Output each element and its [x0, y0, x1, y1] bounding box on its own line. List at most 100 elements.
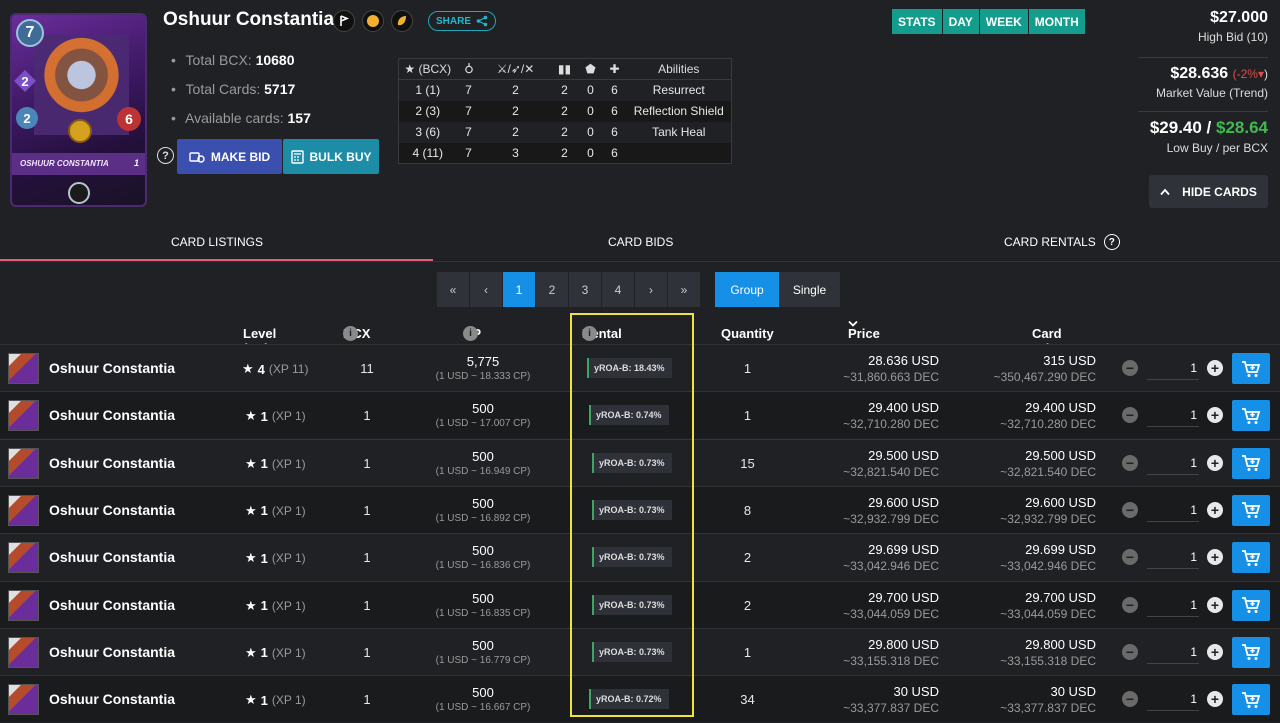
- table-row[interactable]: Oshuur Constantia ★ 1 (XP 1) 1 500 (1 USD ~ 16…: [0, 580, 1280, 628]
- tab-day[interactable]: DAY: [942, 9, 979, 34]
- decrease-quantity-button[interactable]: −: [1122, 454, 1138, 471]
- table-row[interactable]: Oshuur Constantia ★ 1 (XP 1) 1 500 (1 USD ~ 16…: [0, 438, 1280, 486]
- listing-cp-value: 500: [472, 495, 494, 511]
- page-next-button[interactable]: ›: [635, 272, 667, 307]
- share-button[interactable]: SHARE: [428, 11, 496, 31]
- attack-stat: 2: [14, 70, 36, 92]
- available-cards: Available cards: 157: [171, 110, 311, 126]
- table-row[interactable]: Oshuur Constantia ★ 1 (XP 1) 1 500 (1 USD ~ 16…: [0, 533, 1280, 581]
- stats-header-bcx: ★ (BCX): [398, 58, 457, 80]
- low-buy-block: $29.40 / $28.64 Low Buy / per BCX: [1150, 118, 1268, 155]
- bulk-buy-label: BULK BUY: [309, 149, 372, 164]
- add-to-cart-button[interactable]: [1232, 684, 1270, 716]
- page-prev-button[interactable]: ‹: [470, 272, 502, 307]
- add-to-cart-button[interactable]: [1232, 542, 1270, 574]
- add-to-cart-button[interactable]: [1232, 447, 1270, 479]
- table-row[interactable]: Oshuur Constantia ★ 1 (XP 1) 1 500 (1 USD ~ 17…: [0, 391, 1280, 439]
- edition-emblem-icon: [68, 182, 90, 204]
- tab-card-rentals[interactable]: CARD RENTALS ?: [1004, 222, 1120, 262]
- card-thumbnail[interactable]: [8, 589, 39, 621]
- buy-quantity-input[interactable]: 1: [1147, 689, 1199, 712]
- buy-quantity-input[interactable]: 1: [1147, 358, 1199, 380]
- increase-quantity-button[interactable]: +: [1207, 549, 1223, 566]
- card-image[interactable]: 7 2 2 6 OSHUUR CONSTANTIA 1: [10, 13, 147, 207]
- add-to-cart-button[interactable]: [1232, 353, 1270, 384]
- tab-week[interactable]: WEEK: [979, 9, 1028, 34]
- tab-card-listings[interactable]: CARD LISTINGS: [171, 222, 263, 262]
- increase-quantity-button[interactable]: +: [1207, 360, 1223, 376]
- stats-header-attack: ⚔/➶/✕: [480, 58, 551, 80]
- table-row[interactable]: Oshuur Constantia ★ 1 (XP 1) 1 500 (1 USD ~ 16…: [0, 627, 1280, 675]
- card-thumbnail[interactable]: [8, 494, 39, 526]
- increase-quantity-button[interactable]: +: [1207, 596, 1223, 613]
- buy-quantity-input[interactable]: 1: [1147, 405, 1199, 428]
- increase-quantity-button[interactable]: +: [1207, 691, 1223, 708]
- buy-quantity-input[interactable]: 1: [1147, 595, 1199, 617]
- buy-quantity-input[interactable]: 1: [1147, 500, 1199, 522]
- listing-card-name[interactable]: Oshuur Constantia: [49, 643, 176, 660]
- listing-quantity: 1: [743, 644, 752, 660]
- listing-cp: 500 (1 USD ~ 16.667 CP): [413, 685, 553, 713]
- page-3-button[interactable]: 3: [569, 272, 601, 307]
- decrease-quantity-button[interactable]: −: [1122, 596, 1138, 613]
- card-thumbnail[interactable]: [8, 353, 39, 384]
- page-last-button[interactable]: »: [668, 272, 700, 307]
- add-to-cart-button[interactable]: [1232, 589, 1270, 621]
- add-to-cart-button[interactable]: [1232, 494, 1270, 526]
- help-icon[interactable]: ?: [1103, 234, 1120, 250]
- ability-cell[interactable]: Tank Heal: [626, 121, 732, 143]
- listing-card-name[interactable]: Oshuur Constantia: [49, 691, 176, 708]
- listing-card-name[interactable]: Oshuur Constantia: [49, 596, 176, 613]
- table-row[interactable]: Oshuur Constantia ★ 4 (XP 11) 11 5,775 (1 USD …: [0, 344, 1280, 391]
- listing-card-name[interactable]: Oshuur Constantia: [49, 407, 176, 424]
- page-4-button[interactable]: 4: [602, 272, 634, 307]
- increase-quantity-button[interactable]: +: [1207, 454, 1223, 471]
- decrease-quantity-button[interactable]: −: [1122, 549, 1138, 566]
- tab-month[interactable]: MONTH: [1028, 9, 1085, 34]
- increase-quantity-button[interactable]: +: [1207, 643, 1223, 660]
- decrease-quantity-button[interactable]: −: [1122, 360, 1138, 376]
- ability-cell[interactable]: Reflection Shield: [626, 100, 732, 122]
- listing-card-name[interactable]: Oshuur Constantia: [49, 454, 176, 471]
- add-to-cart-button[interactable]: [1232, 400, 1270, 432]
- info-icon[interactable]: i: [463, 326, 478, 341]
- card-thumbnail[interactable]: [8, 684, 39, 716]
- page-2-button[interactable]: 2: [536, 272, 568, 307]
- page-first-button[interactable]: «: [437, 272, 469, 307]
- increase-quantity-button[interactable]: +: [1207, 501, 1223, 518]
- hide-cards-button[interactable]: HIDE CARDS: [1149, 175, 1268, 208]
- card-thumbnail[interactable]: [8, 400, 39, 432]
- group-toggle-button[interactable]: Group: [715, 272, 779, 307]
- listing-quantity: 8: [743, 502, 752, 518]
- ability-cell[interactable]: Resurrect: [626, 79, 732, 101]
- buy-quantity-input[interactable]: 1: [1147, 547, 1199, 570]
- listing-cp-rate: (1 USD ~ 16.779 CP): [435, 654, 531, 666]
- listing-card-name[interactable]: Oshuur Constantia: [49, 549, 176, 566]
- single-toggle-button[interactable]: Single: [779, 272, 840, 307]
- table-row[interactable]: Oshuur Constantia ★ 1 (XP 1) 1 500 (1 USD ~ 16…: [0, 485, 1280, 533]
- buy-quantity-input[interactable]: 1: [1147, 453, 1199, 475]
- add-to-cart-button[interactable]: [1232, 636, 1270, 668]
- help-icon[interactable]: ?: [157, 147, 174, 164]
- col-price-bcx[interactable]: Price x BCX: [848, 320, 880, 371]
- table-row[interactable]: Oshuur Constantia ★ 1 (XP 1) 1 500 (1 USD ~ 16…: [0, 675, 1280, 723]
- decrease-quantity-button[interactable]: −: [1122, 407, 1138, 424]
- listing-bcx: 1: [363, 644, 371, 660]
- info-icon[interactable]: i: [343, 326, 358, 341]
- make-bid-button[interactable]: MAKE BID: [177, 139, 282, 174]
- listing-card-name[interactable]: Oshuur Constantia: [49, 501, 176, 518]
- listing-card-name[interactable]: Oshuur Constantia: [49, 360, 176, 376]
- tab-stats[interactable]: STATS: [892, 9, 942, 34]
- card-thumbnail[interactable]: [8, 636, 39, 668]
- bulk-buy-button[interactable]: BULK BUY: [283, 139, 379, 174]
- page-1-button[interactable]: 1: [503, 272, 535, 307]
- card-thumbnail[interactable]: [8, 542, 39, 574]
- decrease-quantity-button[interactable]: −: [1122, 643, 1138, 660]
- buy-quantity-input[interactable]: 1: [1147, 642, 1199, 664]
- increase-quantity-button[interactable]: +: [1207, 407, 1223, 424]
- decrease-quantity-button[interactable]: −: [1122, 501, 1138, 518]
- card-thumbnail[interactable]: [8, 447, 39, 479]
- decrease-quantity-button[interactable]: −: [1122, 691, 1138, 708]
- info-icon[interactable]: i: [582, 326, 597, 341]
- tab-card-bids[interactable]: CARD BIDS: [608, 222, 673, 262]
